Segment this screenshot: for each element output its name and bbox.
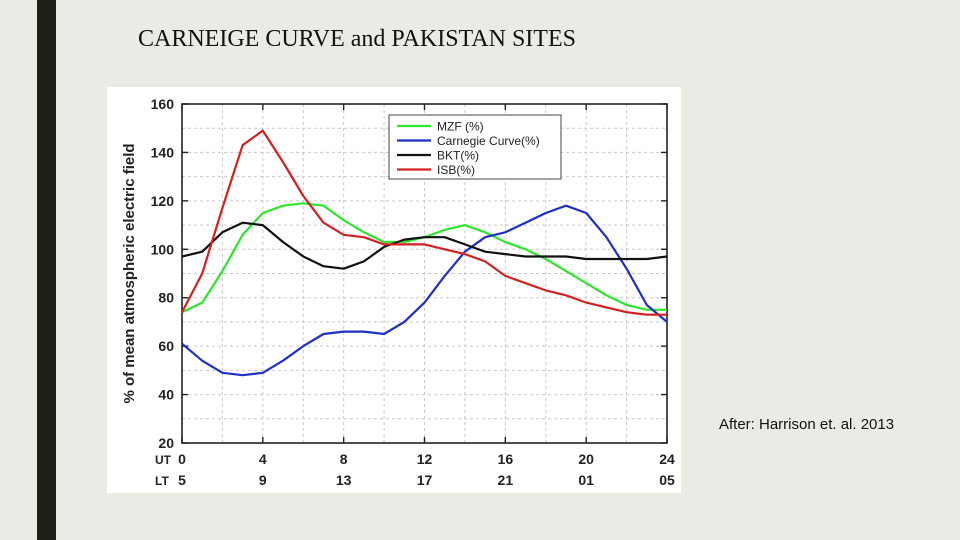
line-chart: 2040608010012014016005498131217162120012… bbox=[121, 96, 675, 488]
accent-side-bar bbox=[37, 0, 56, 540]
x-tick-label-ut: 0 bbox=[178, 451, 186, 467]
citation-text: After: Harrison et. al. 2013 bbox=[719, 416, 895, 433]
y-tick-label: 140 bbox=[151, 144, 175, 160]
chart-panel: 20 40 60 80 100 120 140 160 0 5 4 9 8 13 12 17 16 21 20 01 2… bbox=[107, 87, 681, 493]
x-tick-label-lt: 17 bbox=[417, 472, 433, 488]
x-row-label-ut: UT bbox=[155, 453, 172, 467]
y-tick-label: 60 bbox=[158, 338, 174, 354]
x-tick-label-ut: 12 bbox=[417, 451, 433, 467]
legend-label-0: MZF (%) bbox=[437, 120, 484, 134]
y-tick-label: 160 bbox=[151, 96, 175, 112]
series-line-3 bbox=[181, 129, 667, 316]
x-tick-label-ut: 20 bbox=[578, 451, 594, 467]
x-tick-label-lt: 9 bbox=[259, 472, 267, 488]
series-line-1 bbox=[181, 204, 668, 377]
x-tick-label-ut: 24 bbox=[659, 451, 675, 467]
x-tick-label-lt: 13 bbox=[336, 472, 352, 488]
legend-label-1: Carnegie Curve(%) bbox=[437, 134, 540, 148]
y-tick-label: 80 bbox=[158, 290, 174, 306]
y-tick-label: 40 bbox=[158, 387, 174, 403]
x-row-label-lt: LT bbox=[155, 474, 169, 488]
x-tick-label-ut: 4 bbox=[259, 451, 267, 467]
legend-label-3: ISB(%) bbox=[437, 163, 475, 177]
series-line-2 bbox=[181, 221, 668, 270]
x-tick-label-ut: 16 bbox=[498, 451, 514, 467]
y-tick-label: 120 bbox=[151, 193, 175, 209]
y-tick-label: 100 bbox=[151, 241, 175, 257]
slide-title: CARNEIGE CURVE and PAKISTAN SITES bbox=[138, 26, 576, 52]
y-tick-label: 20 bbox=[158, 435, 174, 451]
x-tick-label-lt: 5 bbox=[178, 472, 186, 488]
y-axis-title: % of mean atmospheric electric field bbox=[121, 143, 138, 403]
x-tick-label-lt: 01 bbox=[578, 472, 594, 488]
x-tick-label-lt: 05 bbox=[659, 472, 675, 488]
x-tick-label-lt: 21 bbox=[498, 472, 514, 488]
x-tick-label-ut: 8 bbox=[340, 451, 348, 467]
legend-label-2: BKT(%) bbox=[437, 149, 479, 163]
